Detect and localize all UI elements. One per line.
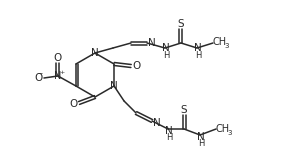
Text: O: O [35, 73, 43, 83]
Text: 3: 3 [228, 130, 232, 136]
Text: O: O [132, 61, 140, 71]
Text: 3: 3 [225, 43, 229, 49]
Text: H: H [163, 50, 169, 59]
Text: −: − [37, 71, 43, 76]
Text: H: H [195, 50, 201, 59]
Text: +: + [59, 70, 65, 75]
Text: N: N [91, 48, 99, 58]
Text: N: N [110, 81, 118, 91]
Text: N: N [153, 118, 161, 128]
Text: N: N [148, 38, 156, 48]
Text: S: S [178, 19, 184, 29]
Text: H: H [198, 139, 204, 149]
Text: CH: CH [216, 124, 230, 134]
Text: N: N [162, 43, 170, 53]
Text: CH: CH [213, 37, 227, 47]
Text: N: N [194, 43, 202, 53]
Text: S: S [181, 105, 187, 115]
Text: O: O [54, 53, 62, 63]
Text: N: N [197, 132, 205, 142]
Text: H: H [166, 133, 172, 142]
Text: O: O [70, 99, 78, 109]
Text: N: N [165, 126, 173, 136]
Text: N: N [54, 71, 62, 81]
